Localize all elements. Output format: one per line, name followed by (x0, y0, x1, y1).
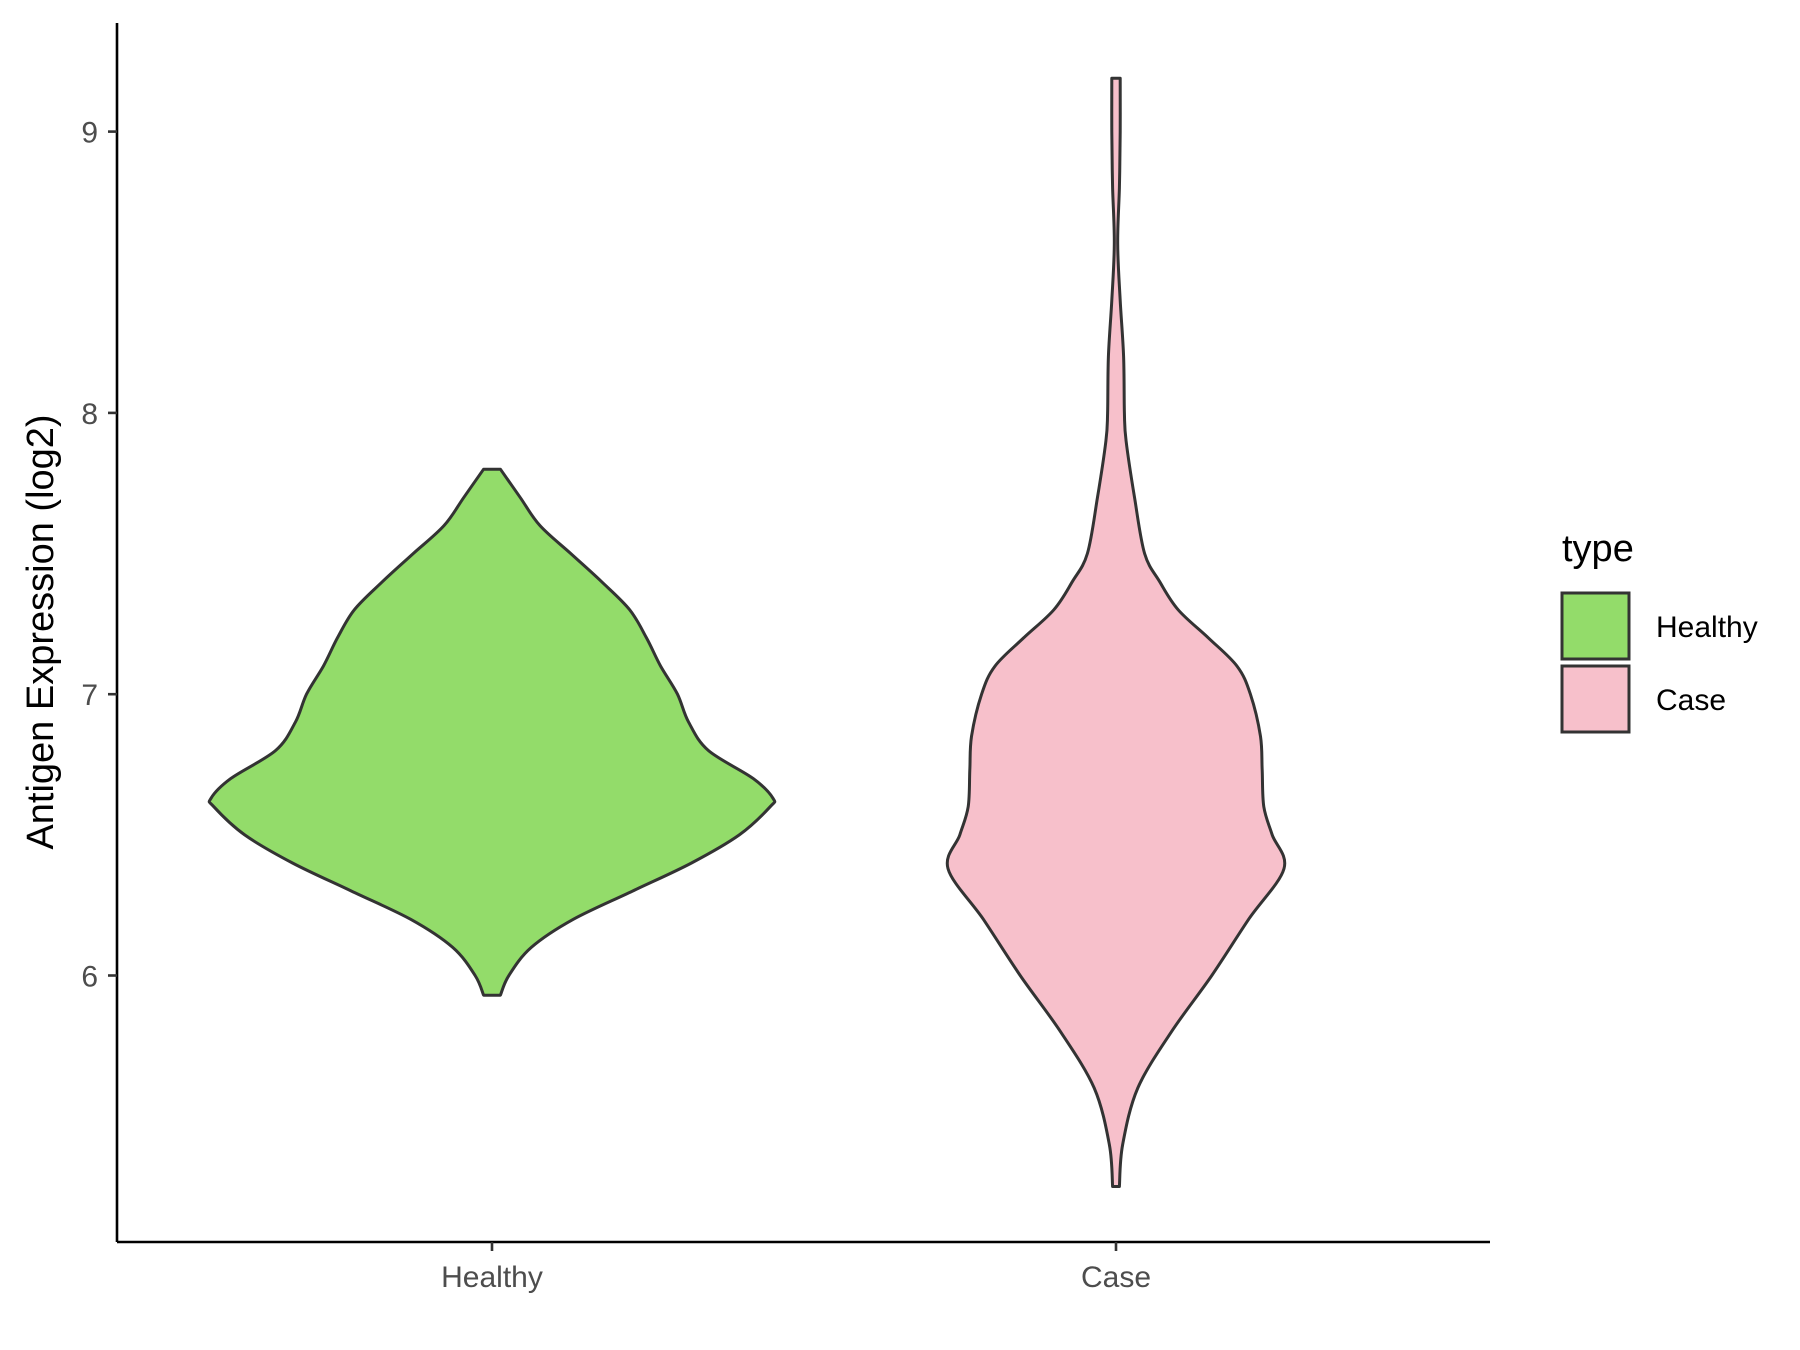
y-tick-label-7: 7 (81, 679, 98, 712)
y-axis-ticks: 6 7 8 9 (81, 117, 117, 994)
violin-case (945, 76, 1287, 1188)
legend-key-healthy (1560, 591, 1631, 661)
plot-area (207, 76, 1287, 1188)
y-tick-label-8: 8 (81, 398, 98, 431)
x-axis-ticks: Healthy Case (441, 1242, 1151, 1294)
y-tick-label-6: 6 (81, 961, 98, 994)
legend-label-healthy: Healthy (1656, 611, 1758, 644)
y-tick-label-9: 9 (81, 117, 98, 150)
x-tick-label-healthy: Healthy (441, 1261, 543, 1294)
legend-label-case: Case (1656, 684, 1726, 717)
y-axis-title: Antigen Expression (log2) (20, 414, 62, 849)
legend-title: type (1562, 528, 1634, 570)
legend-key-case (1560, 664, 1631, 734)
x-tick-label-case: Case (1081, 1261, 1151, 1294)
violin-healthy (207, 467, 777, 997)
legend: type Healthy Case (1560, 528, 1758, 734)
